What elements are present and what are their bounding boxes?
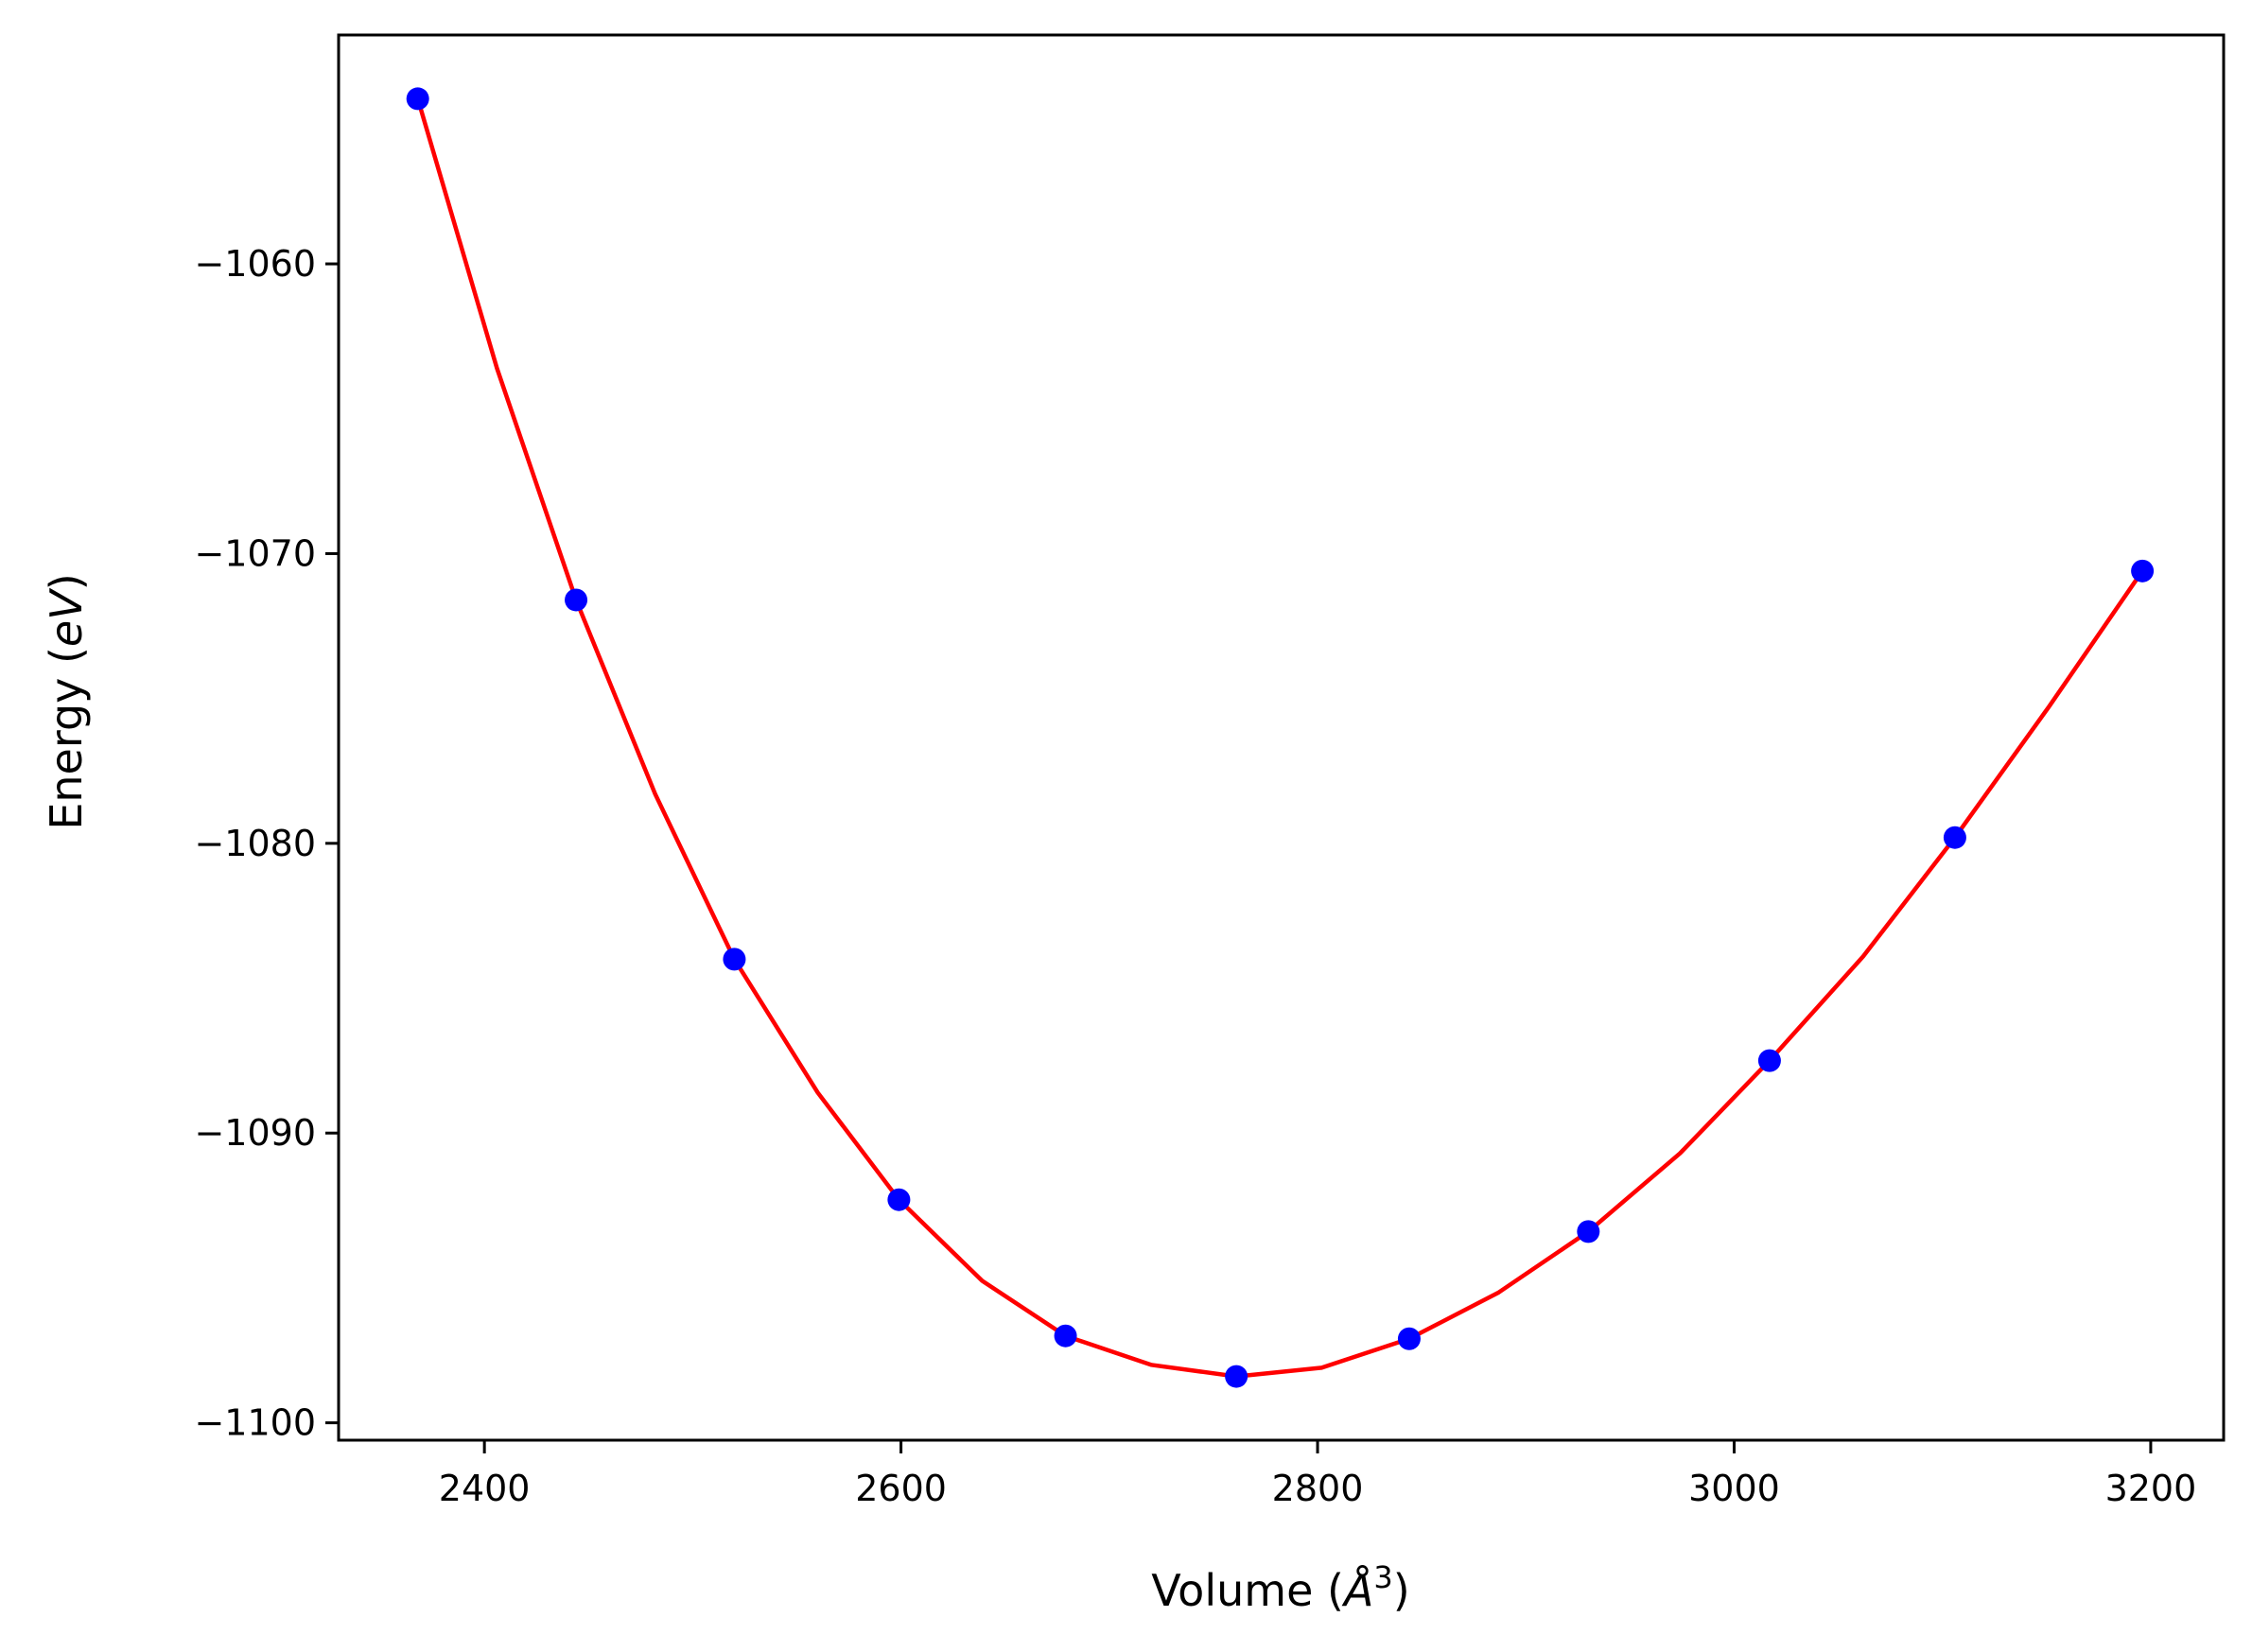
data-point xyxy=(565,588,588,612)
x-axis-label: Volume (Å3) xyxy=(1151,1559,1409,1616)
x-axis-label-text: Volume ( xyxy=(1151,1565,1344,1616)
y-axis-label-close: ) xyxy=(41,573,92,590)
data-point xyxy=(1577,1220,1600,1243)
series-layer xyxy=(406,87,2155,1388)
x-tick-label: 2800 xyxy=(1272,1468,1364,1509)
y-tick-label: −1100 xyxy=(194,1402,316,1444)
y-tick-label: −1080 xyxy=(194,823,316,864)
y-tick-label: −1060 xyxy=(194,243,316,285)
y-axis-label-text: Energy ( xyxy=(41,647,92,830)
x-tick-label: 3000 xyxy=(1688,1468,1780,1509)
data-point xyxy=(887,1188,911,1211)
x-axis-label-symbol: Å xyxy=(1341,1565,1373,1616)
x-axis-label-close: ) xyxy=(1393,1565,1410,1616)
y-axis-label-unit: eV xyxy=(41,587,92,647)
data-point xyxy=(1397,1327,1421,1350)
x-axis-label-exponent: 3 xyxy=(1373,1559,1392,1595)
x-tick-label: 3200 xyxy=(2105,1468,2197,1509)
data-point xyxy=(406,87,429,111)
y-tick-label: −1070 xyxy=(194,532,316,574)
data-point xyxy=(1225,1365,1248,1388)
y-axis-ticks: −1060 −1070 −1080 −1090 −1100 xyxy=(194,243,339,1444)
x-tick-label: 2600 xyxy=(855,1468,947,1509)
x-tick-label: 2400 xyxy=(439,1468,531,1509)
x-axis-ticks: 2400 2600 2800 3000 3200 xyxy=(439,1440,2196,1509)
plot-area xyxy=(337,33,2226,1442)
data-point xyxy=(2131,559,2155,583)
data-point xyxy=(1757,1049,1781,1072)
y-axis-label: Energy (eV) xyxy=(41,573,92,829)
data-point xyxy=(723,948,746,971)
data-point xyxy=(1054,1324,1077,1348)
y-tick-label: −1090 xyxy=(194,1112,316,1154)
data-point xyxy=(1943,826,1966,849)
